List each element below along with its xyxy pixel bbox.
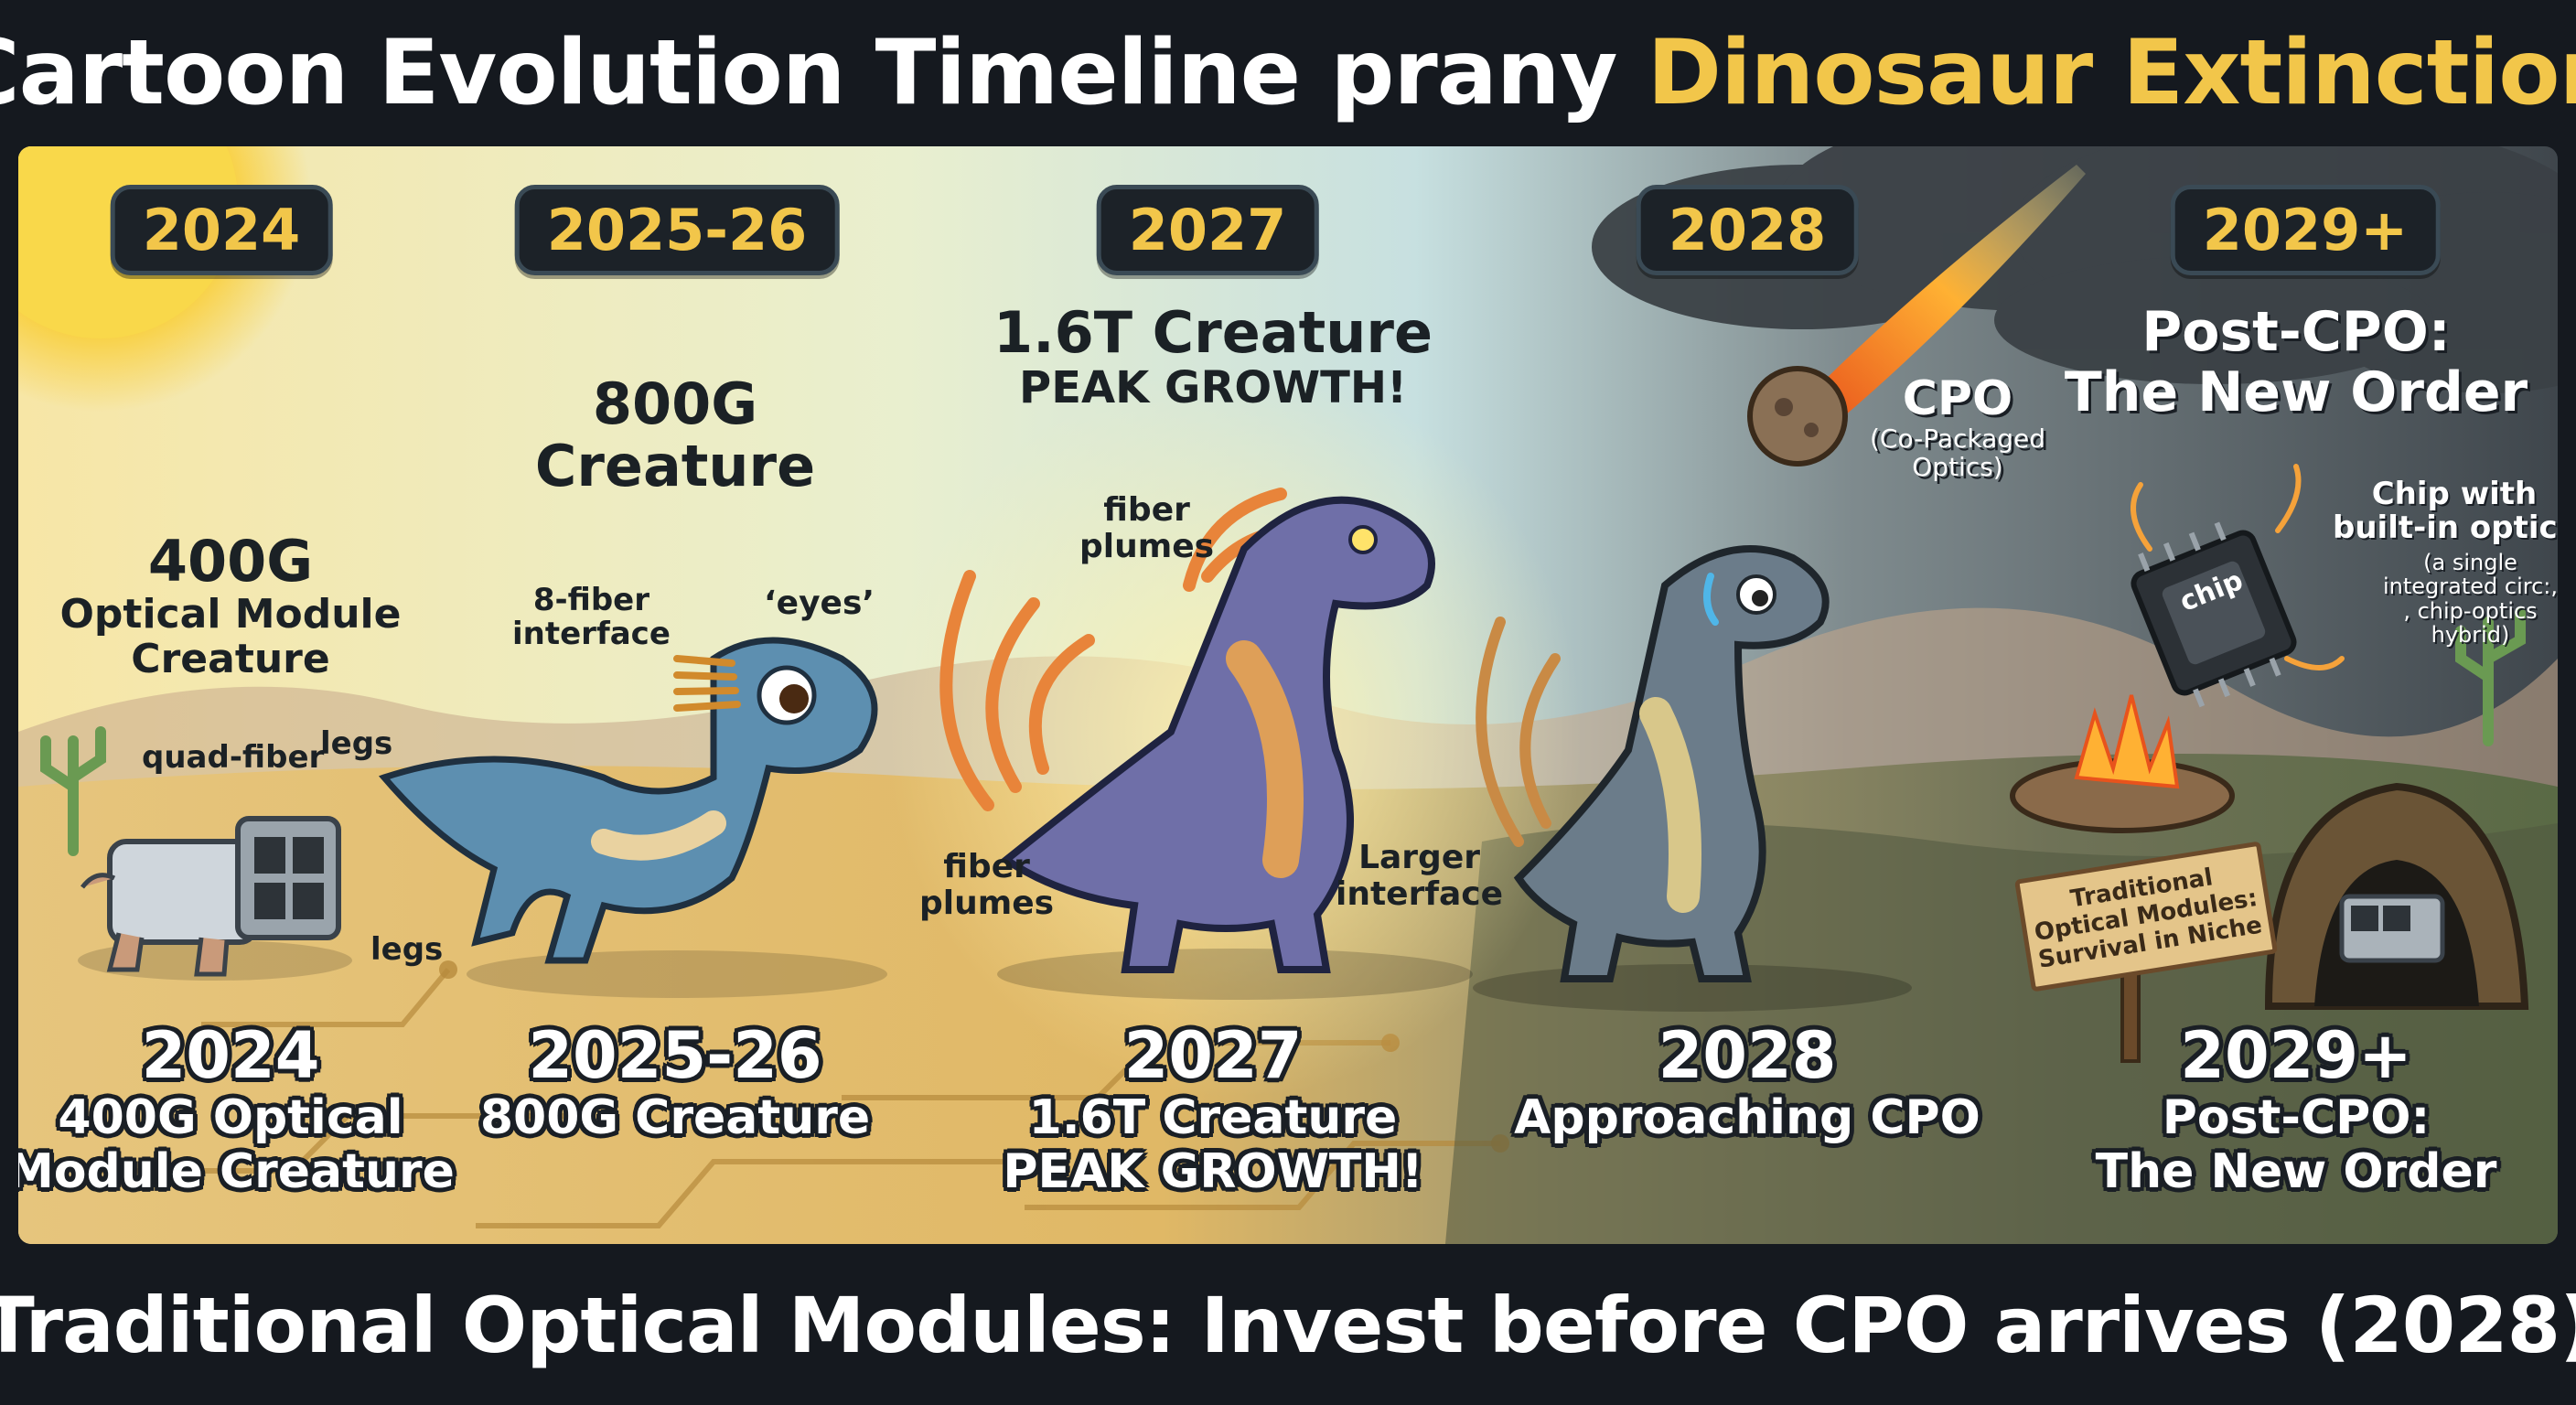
crater — [2010, 694, 2235, 833]
year-badge-2029: 2029+ — [2170, 185, 2441, 275]
stage-title-line: PEAK GROWTH! — [1019, 362, 1407, 414]
note-legs-top: legs — [320, 725, 393, 762]
caption-line: The New Order — [2095, 1143, 2497, 1199]
scene-background — [18, 146, 2558, 1244]
caption-2025-26: 2025-26 800G Creature — [480, 1020, 870, 1145]
meteor — [1747, 165, 2086, 467]
note-line: fiber — [943, 848, 1030, 885]
caption-2024: 2024 400G Optical Module Creature — [18, 1020, 455, 1198]
stage-title-line: 800G — [592, 370, 758, 437]
note-line: interface — [512, 616, 671, 653]
stage-title-line: Optical Module — [59, 591, 402, 638]
caption-line: 1.6T Creature — [1028, 1090, 1398, 1146]
note-line: Chip with — [2371, 476, 2538, 512]
stage-title-line: 400G — [147, 528, 314, 595]
footer-bar: Traditional Optical Modules: Invest befo… — [0, 1246, 2576, 1405]
caption-line: PEAK GROWTH! — [1003, 1143, 1423, 1199]
note-plumes-left: fiber plumes — [919, 849, 1054, 921]
timeline-scene: 2024 2025-26 2027 2028 2029+ 400G Optica… — [18, 146, 2558, 1244]
year-badge-2024: 2024 — [110, 185, 333, 275]
year-badge-2025-26: 2025-26 — [514, 185, 840, 275]
title-bar: Cartoon Evolution Timeline prany Dinosau… — [0, 0, 2576, 146]
caption-line: Approaching CPO — [1514, 1090, 1980, 1146]
footer-tagline: Traditional Optical Modules: Invest befo… — [0, 1281, 2576, 1370]
stage-title-line: Creature — [534, 433, 816, 500]
stage-title-800g: 800G Creature — [534, 370, 816, 500]
note-line: fiber — [1103, 491, 1190, 529]
caption-line: Module Creature — [18, 1143, 455, 1199]
note-line: integrated circ:, — [2383, 574, 2558, 600]
note-larger-interface: Larger interface — [1336, 840, 1503, 912]
stage-title-line: CPO — [1902, 371, 2013, 426]
stage-title-line: Post-CPO: — [2141, 300, 2451, 364]
note-plumes-top: fiber plumes — [1079, 492, 1214, 564]
cave — [2264, 782, 2529, 1010]
title-main: Cartoon Evolution Timeline prany — [0, 21, 1648, 125]
year-badge-2028: 2028 — [1636, 185, 1859, 275]
caption-year: 2027 — [1123, 1018, 1303, 1093]
note-line: 8-fiber — [532, 582, 650, 618]
note-single-integrated: (a single integrated circ:, , chip-optic… — [2383, 551, 2558, 648]
caption-line: 800G Creature — [479, 1090, 871, 1146]
year-badge-2027: 2027 — [1096, 185, 1319, 275]
note-eyes: ‘eyes’ — [764, 585, 875, 622]
caption-2028: 2028 Approaching CPO — [1514, 1020, 1980, 1145]
note-line: built-in optics — [2333, 509, 2558, 547]
stage-title-line: The New Order — [2064, 360, 2528, 424]
note-8-fiber: 8-fiber interface — [512, 582, 671, 653]
note-line: hybrid) — [2431, 622, 2510, 649]
caption-2029: 2029+ Post-CPO: The New Order — [2096, 1020, 2497, 1198]
creature-2028 — [1473, 545, 1912, 1012]
chip-graphic — [2131, 464, 2345, 708]
note-legs-bottom: legs — [370, 931, 444, 968]
note-line: , chip-optics — [2403, 597, 2538, 624]
caption-line: 400G Optical — [58, 1090, 403, 1146]
creature-400g — [78, 816, 352, 981]
caption-year: 2029+ — [2180, 1018, 2412, 1093]
caption-line: Post-CPO: — [2162, 1090, 2431, 1146]
creature-800g — [378, 637, 887, 998]
stage-title-post-cpo: Post-CPO: The New Order — [2065, 302, 2528, 423]
page-title: Cartoon Evolution Timeline prany Dinosau… — [0, 21, 2576, 125]
note-line: Larger — [1358, 839, 1480, 876]
note-line: plumes — [1079, 527, 1215, 565]
title-highlight: Dinosaur Extinction — [1647, 21, 2576, 125]
stage-subtitle-line: (Co-Packaged — [1869, 424, 2046, 455]
note-line: (a single — [2423, 550, 2517, 575]
note-chip-with: Chip with built-in optics — [2333, 477, 2558, 546]
stage-title-line: Creature — [131, 635, 330, 682]
note-line: interface — [1336, 874, 1504, 913]
stage-title-line: 1.6T Creature — [993, 299, 1433, 366]
caption-year: 2028 — [1658, 1018, 1837, 1093]
stage-subtitle-line: Optics) — [1912, 451, 2003, 482]
caption-2027: 2027 1.6T Creature PEAK GROWTH! — [1003, 1020, 1422, 1198]
stage-title-cpo: CPO (Co-Packaged Optics) — [1869, 371, 2046, 482]
note-line: plumes — [919, 884, 1055, 922]
stage-title-400g: 400G Optical Module Creature — [59, 528, 402, 682]
caption-year: 2025-26 — [528, 1018, 822, 1093]
note-quad-fiber: quad-fiber — [142, 739, 325, 776]
caption-year: 2024 — [141, 1018, 320, 1093]
creature-1-6t — [887, 366, 1583, 1098]
stage-title-1-6t: 1.6T Creature PEAK GROWTH! — [993, 299, 1433, 414]
